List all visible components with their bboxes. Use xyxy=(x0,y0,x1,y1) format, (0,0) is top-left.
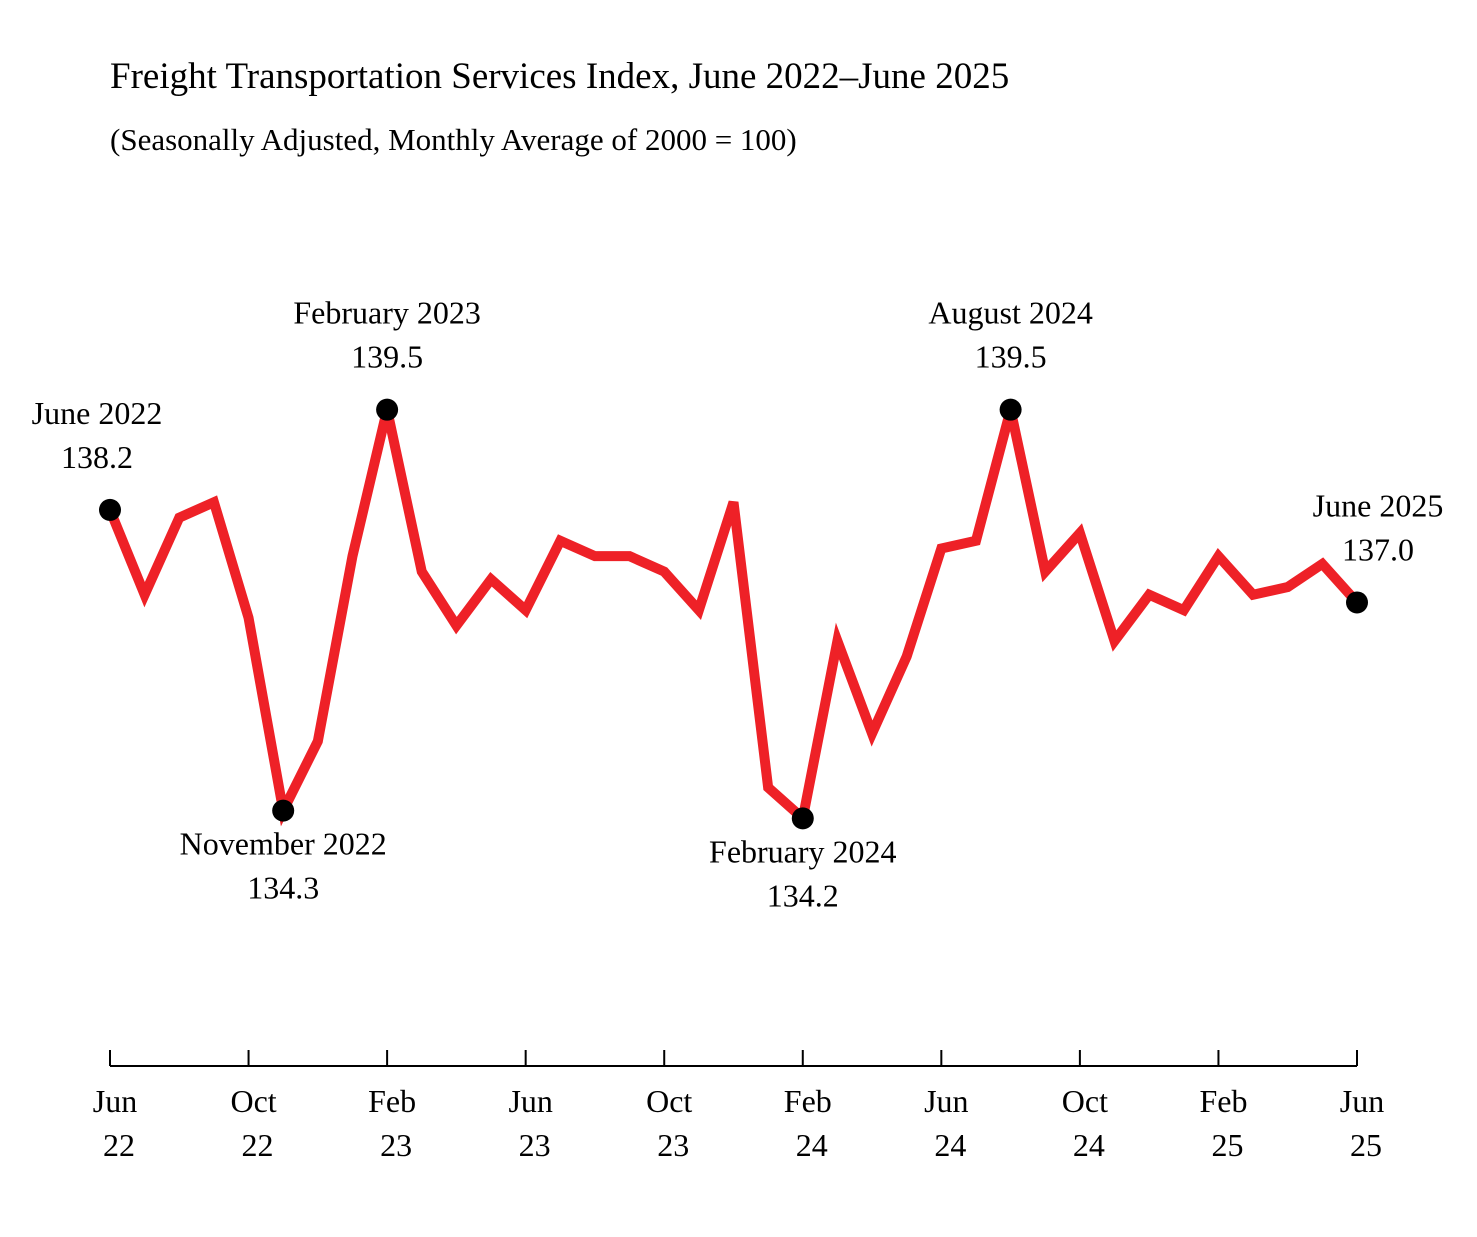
x-tick-label: Feb 23 xyxy=(368,1083,416,1163)
highlight-point xyxy=(376,398,399,421)
x-tick-label: Feb 25 xyxy=(1199,1083,1247,1163)
x-tick-label: Oct 23 xyxy=(646,1083,692,1163)
point-label: November 2022 xyxy=(180,826,387,862)
x-tick-label: Oct 22 xyxy=(230,1083,276,1163)
point-label: February 2023 xyxy=(293,295,481,331)
data-line xyxy=(105,408,1361,828)
x-tick-label: Jun 23 xyxy=(508,1083,552,1163)
point-label: June 2022 xyxy=(32,395,163,431)
x-tick-label: Oct 24 xyxy=(1062,1083,1108,1163)
value-label: 139.5 xyxy=(975,339,1047,375)
x-tick-label: Jun 25 xyxy=(1340,1083,1384,1163)
highlight-point xyxy=(791,807,814,830)
highlight-point xyxy=(272,799,295,822)
x-tick-label: Jun 24 xyxy=(924,1083,968,1163)
chart-title: Freight Transportation Services Index, J… xyxy=(110,56,1009,97)
point-label: August 2024 xyxy=(928,295,1092,331)
x-tick-label: Jun 22 xyxy=(93,1083,137,1163)
point-label: February 2024 xyxy=(709,833,897,869)
highlight-point xyxy=(999,398,1022,421)
value-label: 138.2 xyxy=(61,439,133,475)
value-label: 134.2 xyxy=(767,877,839,913)
value-label: 139.5 xyxy=(351,339,423,375)
highlight-point xyxy=(99,498,121,521)
value-label: 137.0 xyxy=(1342,531,1414,567)
value-label: 134.3 xyxy=(247,870,319,906)
x-tick-label: Feb 24 xyxy=(784,1083,832,1163)
point-label: June 2025 xyxy=(1313,487,1444,523)
chart-subtitle: (Seasonally Adjusted, Monthly Average of… xyxy=(110,122,797,157)
highlight-point xyxy=(1346,591,1368,614)
